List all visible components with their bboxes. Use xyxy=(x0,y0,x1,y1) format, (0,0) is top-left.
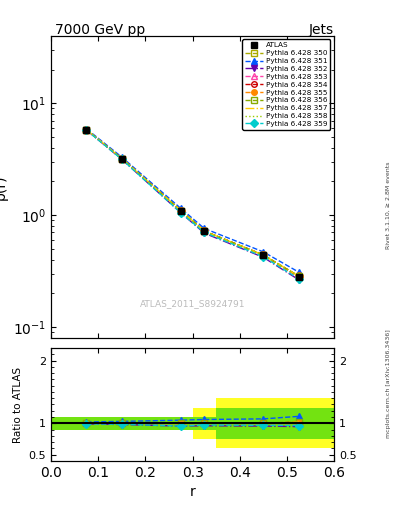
Text: Rivet 3.1.10, ≥ 2.8M events: Rivet 3.1.10, ≥ 2.8M events xyxy=(386,161,391,248)
Text: mcplots.cern.ch [arXiv:1306.3436]: mcplots.cern.ch [arXiv:1306.3436] xyxy=(386,330,391,438)
Text: Jets: Jets xyxy=(309,23,334,37)
X-axis label: r: r xyxy=(190,485,195,499)
Text: ATLAS_2011_S8924791: ATLAS_2011_S8924791 xyxy=(140,298,245,308)
Legend: ATLAS, Pythia 6.428 350, Pythia 6.428 351, Pythia 6.428 352, Pythia 6.428 353, P: ATLAS, Pythia 6.428 350, Pythia 6.428 35… xyxy=(242,39,331,130)
Text: 7000 GeV pp: 7000 GeV pp xyxy=(55,23,145,37)
Y-axis label: ρ(r): ρ(r) xyxy=(0,174,7,200)
Y-axis label: Ratio to ATLAS: Ratio to ATLAS xyxy=(13,367,23,442)
